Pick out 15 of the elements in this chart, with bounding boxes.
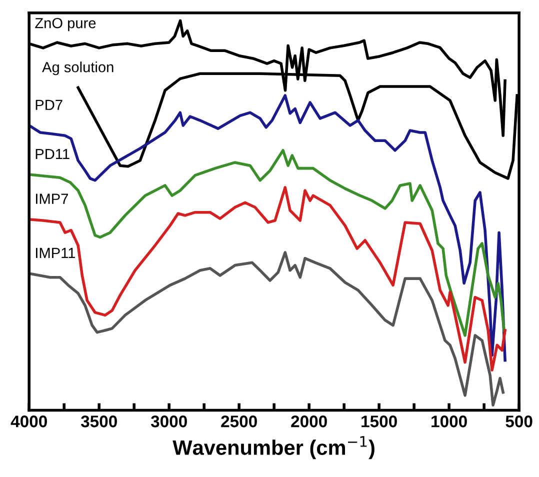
x-tick-label: 500 (506, 416, 532, 428)
series-label: ZnO pure (35, 18, 96, 32)
series-label: PD7 (36, 100, 62, 110)
x-tick-label: 1000 (432, 416, 467, 428)
x-axis-title: Wavenumber (cm$^{−1}$) (172, 436, 374, 460)
x-tick-label: 2500 (221, 416, 257, 428)
x-tick-label: 2000 (291, 416, 327, 428)
series-label: IMP7 (36, 194, 68, 204)
x-tick-label: 3500 (80, 416, 117, 428)
series-label: Ag solution (42, 62, 114, 76)
series-label: PD11 (36, 148, 70, 160)
x-tick-label: 3000 (150, 416, 187, 428)
x-tick-label: 1500 (362, 416, 397, 428)
x-tick-label: 4000 (10, 416, 47, 428)
series-label: IMP11 (36, 248, 76, 258)
